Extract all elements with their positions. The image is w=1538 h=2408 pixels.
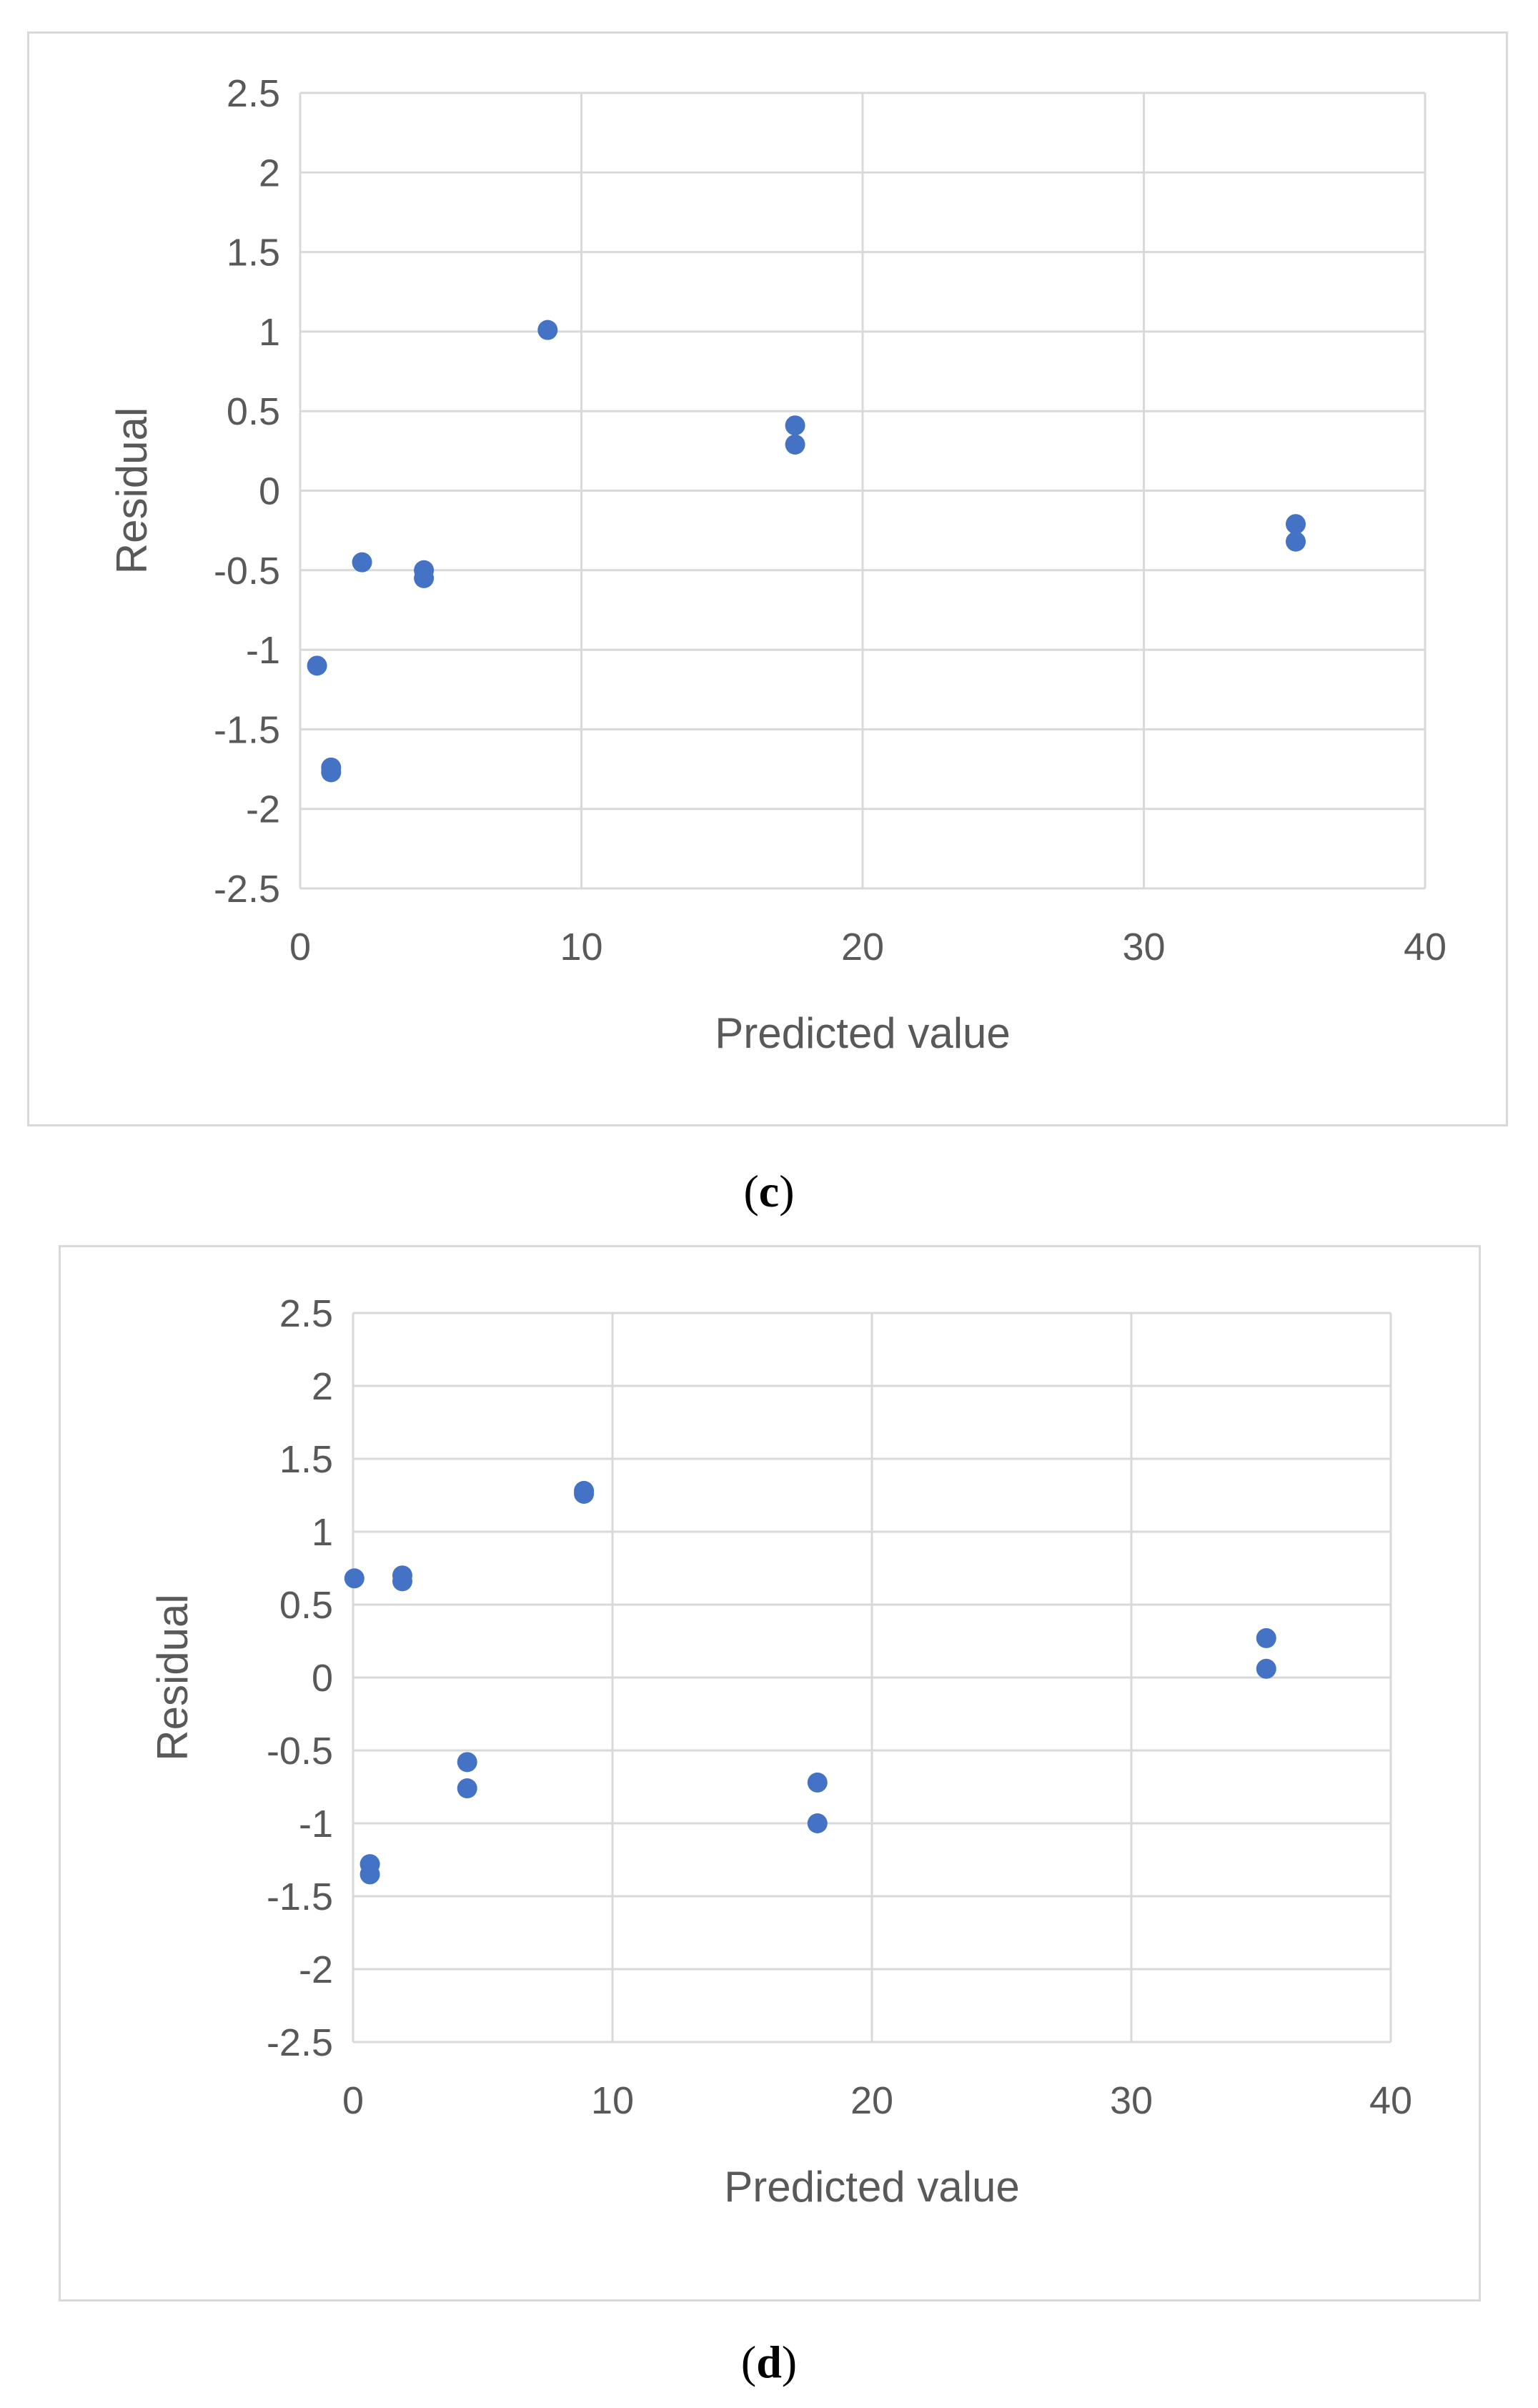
chart-c-point-3	[352, 552, 372, 573]
chart-d-xtick-label-2: 20	[850, 2079, 893, 2122]
chart-c-point-9	[1285, 514, 1306, 535]
chart-c-xtick-label-1: 10	[560, 926, 602, 968]
chart-c-xtick-label-0: 0	[289, 926, 311, 968]
chart-c-ytick-label-2: 1.5	[227, 232, 280, 274]
caption-c-close: )	[779, 1166, 795, 1217]
chart-c-y-axis-title: Residual	[108, 407, 156, 574]
chart-c-point-5	[414, 568, 435, 588]
chart-d-ytick-label-4: 0.5	[279, 1584, 333, 1627]
chart-d-point-8	[574, 1483, 595, 1504]
chart-d-point-6	[457, 1778, 477, 1799]
chart-d-point-12	[1256, 1658, 1276, 1679]
chart-c-ytick-label-6: -0.5	[214, 550, 280, 593]
chart-d-ytick-label-0: 2.5	[279, 1292, 333, 1335]
caption-d-close: )	[781, 2337, 798, 2387]
chart-c-frame	[27, 31, 1508, 1126]
chart-c-point-0	[307, 655, 327, 676]
chart-c-ytick-label-0: 2.5	[227, 72, 280, 115]
chart-c: 2.521.510.50-0.5-1-1.5-2-2.50 10 20 30 40Pre…	[108, 72, 1447, 1057]
chart-d-ytick-label-9: -2	[299, 1948, 333, 1991]
chart-d-ytick-label-2: 1.5	[279, 1438, 333, 1481]
chart-d-y-axis-title: Residual	[149, 1594, 197, 1760]
chart-c-xtick-label-3: 30	[1122, 926, 1165, 968]
caption-d-open: (	[740, 2337, 757, 2387]
chart-c-point-8	[785, 434, 805, 455]
chart-d-x-axis-title: Predicted value	[724, 2163, 1020, 2211]
chart-d-xtick-label-0: 0	[342, 2079, 364, 2122]
chart-c-point-2	[321, 762, 342, 783]
chart-d: 2.521.510.50-0.5-1-1.5-2-2.50 10 20 30 40Pre…	[149, 1292, 1412, 2211]
chart-d-ytick-label-1: 2	[312, 1365, 333, 1408]
caption-c-letter: c	[758, 1166, 780, 1217]
chart-c-ytick-label-7: -1	[246, 629, 280, 672]
caption-d-letter: d	[756, 2337, 782, 2387]
chart-d-point-2	[359, 1864, 380, 1885]
chart-c-xtick-label-4: 40	[1404, 926, 1447, 968]
caption-c-open: (	[743, 1166, 759, 1217]
chart-d-ytick-label-6: -0.5	[267, 1730, 333, 1773]
chart-d-point-4	[392, 1571, 412, 1592]
chart-d-point-9	[807, 1772, 828, 1793]
chart-d-ytick-label-5: 0	[312, 1657, 333, 1700]
chart-d-ytick-label-10: -2.5	[267, 2021, 333, 2064]
chart-c-point-6	[537, 319, 558, 340]
chart-c-ytick-label-5: 0	[259, 470, 280, 513]
chart-c-point-7	[785, 415, 805, 436]
chart-d-point-0	[344, 1568, 364, 1589]
chart-d-ytick-label-8: -1.5	[267, 1876, 333, 1918]
chart-d-frame	[59, 1245, 1481, 2302]
chart-c-ytick-label-8: -1.5	[214, 708, 280, 751]
chart-c-point-10	[1285, 531, 1306, 552]
chart-d-xtick-label-3: 30	[1110, 2079, 1153, 2122]
chart-c-xtick-label-2: 20	[841, 926, 884, 968]
chart-d-point-5	[457, 1752, 477, 1773]
chart-d-point-10	[807, 1813, 828, 1833]
chart-d-ytick-label-3: 1	[312, 1511, 333, 1554]
caption-d: (d)	[0, 2336, 1538, 2389]
chart-c-ytick-label-4: 0.5	[227, 390, 280, 433]
chart-d-xtick-label-4: 40	[1369, 2079, 1412, 2122]
chart-c-ytick-label-10: -2.5	[214, 868, 280, 911]
chart-d-xtick-label-1: 10	[591, 2079, 634, 2122]
chart-c-ytick-label-3: 1	[259, 311, 280, 354]
chart-c-ytick-label-1: 2	[259, 152, 280, 194]
chart-d-ytick-label-7: -1	[299, 1803, 333, 1845]
chart-c-x-axis-title: Predicted value	[715, 1009, 1011, 1057]
caption-c: (c)	[0, 1165, 1538, 1218]
chart-c-ytick-label-9: -2	[246, 788, 280, 831]
chart-d-point-11	[1256, 1627, 1276, 1648]
